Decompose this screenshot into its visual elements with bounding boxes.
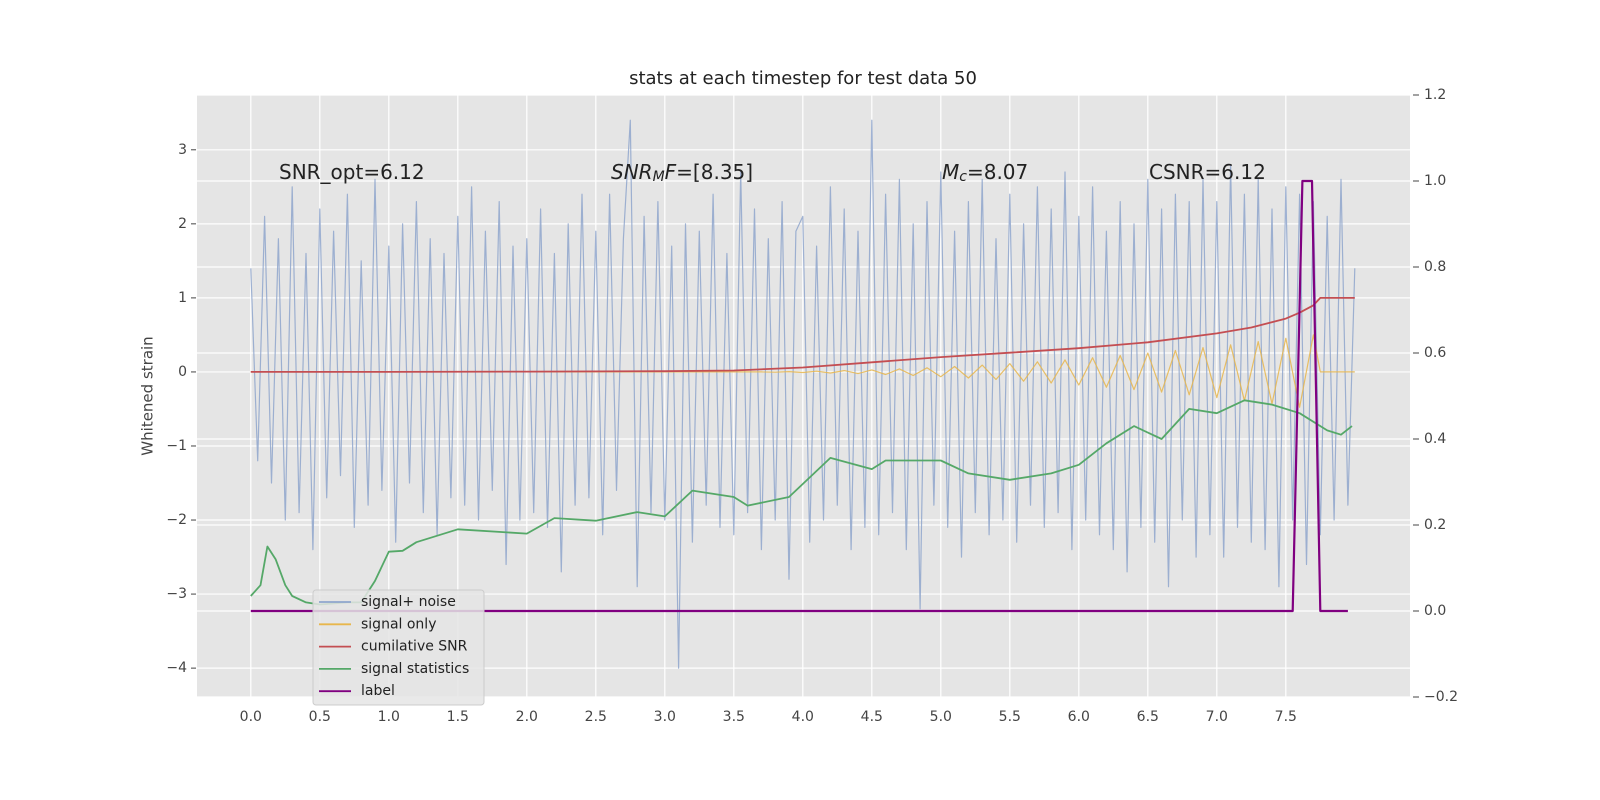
y-tick-label: 0 xyxy=(178,364,187,380)
x-tick-label: 4.5 xyxy=(861,709,883,725)
y-tick-label: 1 xyxy=(178,290,187,306)
y2-tick-label: 0.0 xyxy=(1424,603,1446,619)
x-tick-label: 7.0 xyxy=(1206,709,1228,725)
y-tick-label: −3 xyxy=(166,586,187,602)
x-tick-label: 2.5 xyxy=(585,709,607,725)
annotation: SNRMF=[8.35] xyxy=(611,160,753,185)
x-tick-label: 2.0 xyxy=(516,709,538,725)
y-tick-label: 2 xyxy=(178,216,187,232)
legend-label: cumilative SNR xyxy=(361,639,468,655)
y2-tick-label: 0.4 xyxy=(1424,431,1446,447)
x-tick-label: 5.5 xyxy=(999,709,1021,725)
x-tick-label: 6.0 xyxy=(1068,709,1090,725)
x-tick-label: 1.5 xyxy=(447,709,469,725)
annotation-text: =[8.35] xyxy=(676,160,753,184)
y-tick-label: 3 xyxy=(178,142,187,158)
annotation: Mc=8.07 xyxy=(942,160,1028,185)
series-line xyxy=(250,179,1348,613)
legend-label: label xyxy=(361,683,395,699)
y-tick-label: −2 xyxy=(166,512,187,528)
series-line xyxy=(250,297,1355,373)
y2-tick-label: −0.2 xyxy=(1424,689,1458,705)
series-line xyxy=(250,119,1356,669)
x-tick-label: 3.0 xyxy=(654,709,676,725)
y-axis-label: Whitened strain xyxy=(139,336,157,455)
x-tick-label: 1.0 xyxy=(378,709,400,725)
x-tick-label: 3.5 xyxy=(723,709,745,725)
y2-tick-label: 0.6 xyxy=(1424,345,1446,361)
x-tick-label: 6.5 xyxy=(1137,709,1159,725)
y2-tick-label: 0.2 xyxy=(1424,517,1446,533)
annotation-math: SNR xyxy=(611,160,653,184)
annotation-math: F xyxy=(665,160,677,184)
series-line xyxy=(250,334,1355,408)
annotation-math: c xyxy=(959,169,967,185)
annotation: SNR_opt=6.12 xyxy=(279,160,425,184)
x-tick-label: 7.5 xyxy=(1275,709,1297,725)
y2-tick-label: 0.8 xyxy=(1424,259,1446,275)
x-tick-label: 4.0 xyxy=(792,709,814,725)
legend-box xyxy=(312,589,485,706)
y-tick-label: −4 xyxy=(166,660,187,676)
x-tick-label: 5.0 xyxy=(930,709,952,725)
annotation-text: SNR_opt=6.12 xyxy=(279,160,425,184)
y2-tick-label: 1.2 xyxy=(1424,87,1446,103)
y2-tick-label: 1.0 xyxy=(1424,173,1446,189)
annotation: CSNR=6.12 xyxy=(1149,160,1266,184)
legend-label: signal statistics xyxy=(361,661,469,677)
y-tick-label: −1 xyxy=(166,438,187,454)
annotation-text: =8.07 xyxy=(967,160,1028,184)
annotation-text: CSNR=6.12 xyxy=(1149,160,1266,184)
x-tick-label: 0.5 xyxy=(309,709,331,725)
x-tick-label: 0.0 xyxy=(240,709,262,725)
legend-label: signal only xyxy=(361,616,436,632)
legend-label: signal+ noise xyxy=(361,594,456,610)
chart-title: stats at each timestep for test data 50 xyxy=(629,68,977,89)
annotation-math: M xyxy=(653,169,665,185)
annotation-math: M xyxy=(942,160,959,184)
